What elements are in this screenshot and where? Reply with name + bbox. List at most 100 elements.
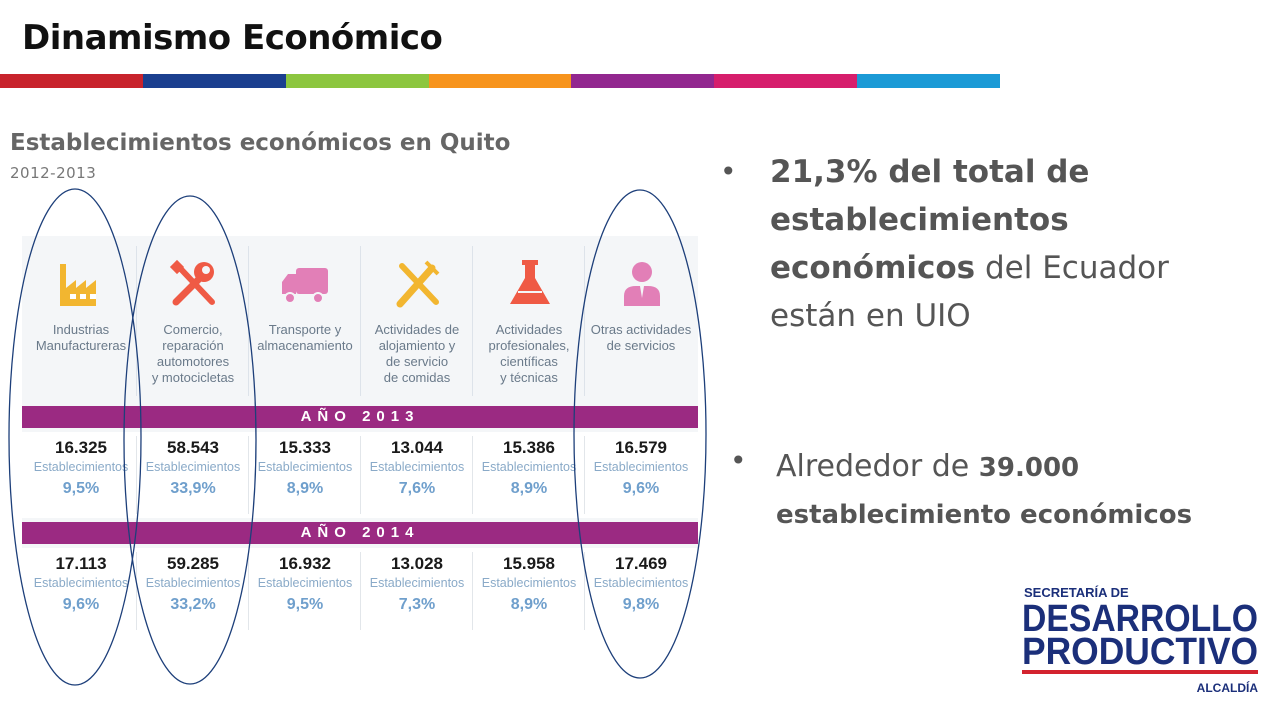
category-comercio: Comercio, reparación automotores y motoc… [138,236,248,402]
logo-line-1: SECRETARÍA DE [1024,585,1129,600]
data-cell: 17.469 Establecimientos 9,8% [586,548,696,634]
establishment-count: 58.543 [167,438,219,457]
establishment-count: 16.325 [55,438,107,457]
establishment-label: Establecimientos [145,460,241,474]
establishment-count: 15.333 [279,438,331,457]
establishment-count: 16.579 [615,438,667,457]
data-cell: 15.958 Establecimientos 8,9% [474,548,584,634]
establishment-label: Establecimientos [257,460,353,474]
divider [360,436,361,514]
data-row-2014: 17.113 Establecimientos 9,6% 59.285 Esta… [22,548,698,634]
establishment-percent: 7,6% [398,480,436,497]
establishment-count: 13.028 [391,554,443,573]
divider [136,552,137,630]
establishment-label: Establecimientos [369,460,465,474]
category-label: Comercio, reparación automotores y motoc… [151,322,235,385]
divider [584,436,585,514]
data-cell: 16.579 Establecimientos 9,6% [586,432,696,518]
color-segment [0,74,143,88]
utensils-icon [396,260,440,308]
establishment-percent: 7,3% [398,596,436,613]
tools-icon [169,259,215,306]
truck-icon [282,268,328,304]
category-transporte: Transporte y almacenamiento [250,236,360,402]
bullet-rest-text: del Ecuador están en UIO [770,250,1169,334]
category-profesionales: Actividades profesionales, científicas y… [474,236,584,402]
color-segment [285,74,429,88]
category-industrias: Industrias Manufactureras [26,236,136,402]
category-alojamiento: Actividades de alojamiento y de servicio… [362,236,472,402]
establishment-label: Establecimientos [481,576,577,590]
year-band-2014: AÑO 2014 [22,522,698,544]
color-segment [714,74,858,88]
divider [584,246,585,396]
desarrollo-productivo-logo: SECRETARÍA DE DESARROLLO PRODUCTIVO ALCA… [1022,585,1258,695]
divider [472,246,473,396]
logo-red-stripe [1022,670,1258,674]
establishment-percent: 9,8% [622,596,660,613]
data-cell: 16.932 Establecimientos 9,5% [250,548,360,634]
flask-icon [510,260,550,304]
establishment-percent: 9,6% [622,480,660,497]
data-cell: 58.543 Establecimientos 33,9% [138,432,248,518]
establishment-percent: 8,9% [510,596,548,613]
page-title: Dinamismo Económico [22,18,443,58]
section-subtitle: Establecimientos económicos en Quito [10,130,511,156]
divider [472,436,473,514]
logo-line-3: PRODUCTIVO [1022,631,1258,673]
divider [472,552,473,630]
bullet-strong-text: 21,3% del total de establecimientos econ… [770,154,1090,286]
color-segment [571,74,715,88]
establishments-infographic: Industrias Manufactureras Comercio, repa… [22,236,698,634]
establishment-label: Establecimientos [257,576,353,590]
data-cell: 16.325 Establecimientos 9,5% [26,432,136,518]
category-label: Otras actividades de servicios [590,322,692,353]
color-bar [0,74,1001,88]
divider [360,552,361,630]
category-label: Actividades profesionales, científicas y… [488,322,570,385]
establishment-label: Establecimientos [145,576,241,590]
person-icon [624,262,660,306]
bullet-lead-text: Alrededor de [776,449,979,484]
logo-line-4: ALCALDÍA [1197,680,1258,695]
color-segment [857,74,1001,88]
data-cell: 13.028 Establecimientos 7,3% [362,548,472,634]
establishment-percent: 33,9% [170,480,216,497]
category-otras: Otras actividades de servicios [586,236,696,402]
data-row-2013: 16.325 Establecimientos 9,5% 58.543 Esta… [22,432,698,518]
establishment-label: Establecimientos [33,460,129,474]
establishment-label: Establecimientos [481,460,577,474]
bullet-text: Alrededor de 39.000 establecimiento econ… [776,444,1256,538]
establishment-label: Establecimientos [33,576,129,590]
establishment-count: 59.285 [167,554,219,573]
establishment-label: Establecimientos [593,460,689,474]
bullet-strong-text: 39.000 establecimiento económicos [776,453,1193,530]
color-segment [428,74,572,88]
establishment-label: Establecimientos [369,576,465,590]
establishment-count: 15.958 [503,554,555,573]
data-cell: 15.386 Establecimientos 8,9% [474,432,584,518]
data-cell: 13.044 Establecimientos 7,6% [362,432,472,518]
divider [136,436,137,514]
divider [248,246,249,396]
bullet-text: 21,3% del total de establecimientos econ… [770,148,1240,340]
category-header: Industrias Manufactureras Comercio, repa… [22,236,698,402]
category-label: Actividades de alojamiento y de servicio… [374,322,460,385]
data-cell: 15.333 Establecimientos 8,9% [250,432,360,518]
establishment-percent: 8,9% [510,480,548,497]
factory-icon [60,264,96,306]
establishment-count: 15.386 [503,438,555,457]
establishment-count: 17.469 [615,554,667,573]
establishment-percent: 9,6% [62,596,100,613]
divider [360,246,361,396]
establishment-percent: 33,2% [170,596,216,613]
color-segment [142,74,286,88]
logo-line-2: DESARROLLO [1022,598,1258,640]
divider [584,552,585,630]
data-cell: 59.285 Establecimientos 33,2% [138,548,248,634]
category-label: Transporte y almacenamiento [257,322,353,353]
establishment-percent: 8,9% [286,480,324,497]
establishment-percent: 9,5% [286,596,324,613]
establishment-count: 16.932 [279,554,331,573]
establishment-percent: 9,5% [62,480,100,497]
